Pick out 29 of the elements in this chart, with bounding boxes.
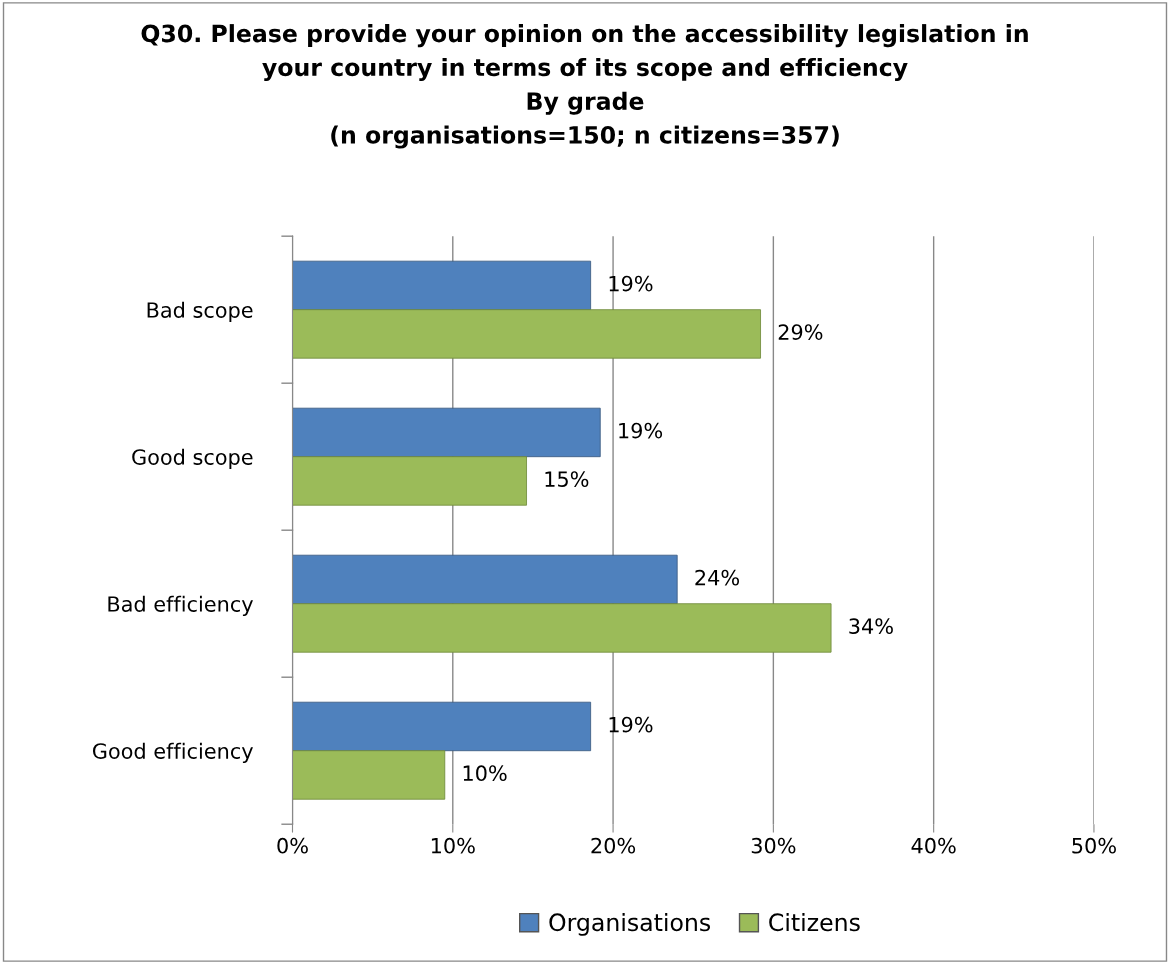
- bar: [292, 309, 761, 359]
- y-tick-label: Bad scope: [147, 301, 253, 322]
- data-label: 34%: [849, 618, 893, 635]
- chart-title: Q30. Please provide your opinion on the accessibility legislation in your country in terms of its scope and efficiency By grade (n organisations=150; n citizens=357): [141, 24, 1028, 149]
- data-label: 10%: [463, 765, 507, 782]
- data-label: 19%: [609, 716, 653, 733]
- y-tick-label: Good efficiency: [92, 742, 253, 763]
- x-tick-label: 20%: [591, 837, 636, 854]
- bar: [292, 750, 446, 800]
- bar: [292, 554, 678, 605]
- bar: [292, 603, 832, 653]
- y-tick-label: Good scope: [132, 448, 253, 469]
- data-label: 19%: [609, 275, 653, 292]
- legend-label: Citizens: [769, 912, 860, 932]
- data-label: 24%: [695, 569, 740, 586]
- x-tick-label: 0%: [277, 837, 308, 854]
- x-tick-label: 50%: [1072, 837, 1116, 854]
- data-label: 29%: [778, 324, 823, 340]
- data-label: 19%: [619, 422, 663, 439]
- y-tick-label: Bad efficiency: [108, 595, 253, 616]
- bar: [292, 701, 592, 752]
- x-tick-label: 30%: [751, 837, 796, 854]
- x-tick-label: 40%: [911, 837, 956, 854]
- bar: [292, 407, 601, 458]
- x-tick-label: 10%: [431, 837, 475, 854]
- legend-label: Organisations: [549, 912, 711, 936]
- data-label: 15%: [545, 471, 589, 487]
- bar: [292, 456, 527, 506]
- bar: [292, 260, 592, 311]
